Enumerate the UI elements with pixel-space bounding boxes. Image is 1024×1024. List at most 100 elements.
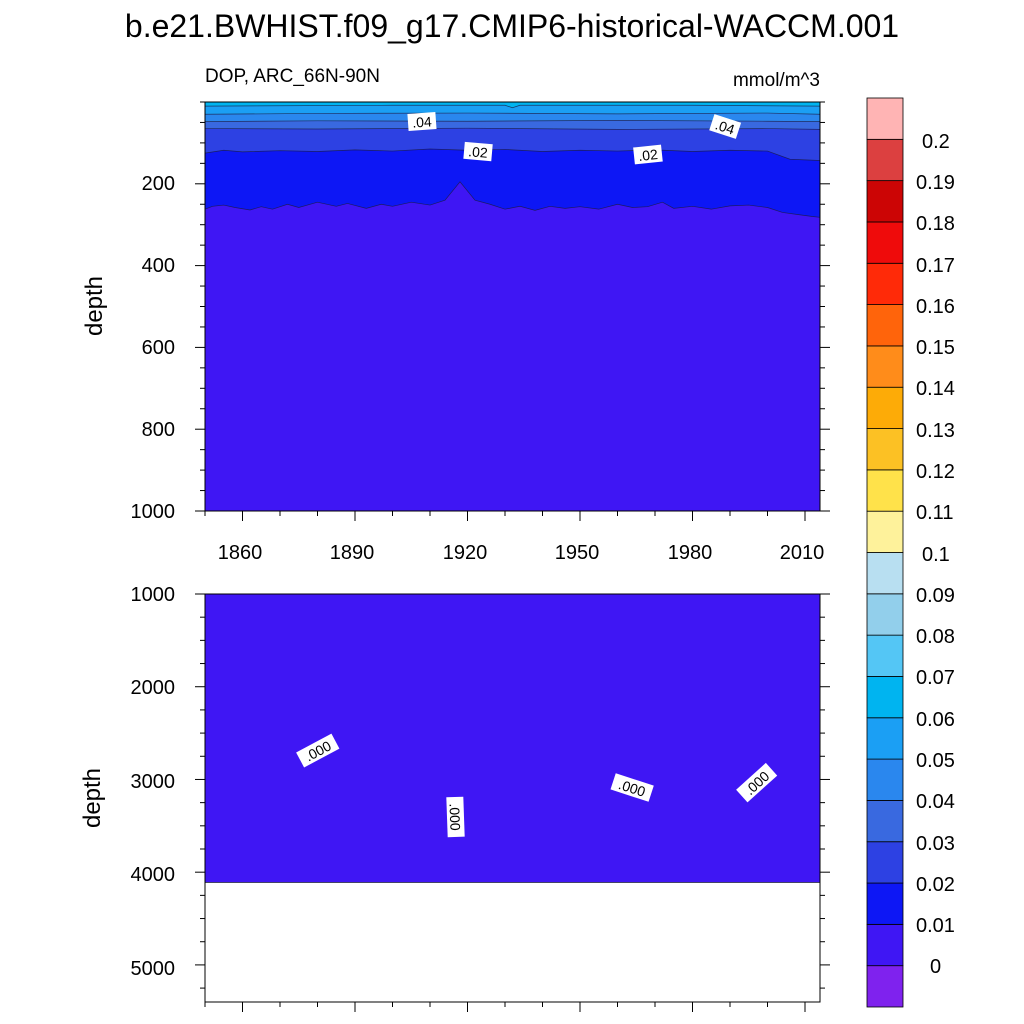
colorbar-label: 0.14 [916, 378, 955, 400]
x-tick-label: 2010 [780, 542, 825, 564]
colorbar-label: 0.06 [916, 709, 955, 731]
y-tick-label: 800 [142, 419, 175, 441]
colorbar-box [866, 386, 904, 429]
x-tick-label: 1890 [330, 542, 375, 564]
contour-label-box [610, 773, 654, 802]
x-tick-labels: 1860 1890 1920 1950 1980 2010 [218, 542, 825, 564]
y-tick-label: 400 [142, 255, 175, 277]
colorbar-box [866, 510, 904, 553]
y-tick-label: 600 [142, 337, 175, 359]
contour-label-box [407, 112, 437, 131]
y-tick-label: 4000 [131, 864, 176, 886]
colorbar-box [866, 345, 904, 388]
bottom-y-tick-labels: 1000 2000 3000 4000 5000 [131, 584, 176, 980]
colorbar-label: 0.12 [916, 461, 955, 483]
colorbar-box [866, 965, 904, 1008]
colorbar-box [866, 180, 904, 223]
colorbar-label: 0.19 [916, 172, 955, 194]
colorbar-label: 0.09 [916, 585, 955, 607]
colorbar-box [866, 800, 904, 843]
bottom-plot-frame [204, 593, 821, 1003]
colorbar-label: 0.07 [916, 667, 955, 689]
colorbar-label: 0.08 [916, 626, 955, 648]
colorbar-label: 0.16 [916, 296, 955, 318]
colorbar-label: 0.18 [916, 213, 955, 235]
colorbar-box [866, 552, 904, 595]
variable-label: DOP, ARC_66N-90N [205, 66, 380, 87]
bottom-contour-fill [205, 594, 820, 883]
y-tick-label: 2000 [131, 677, 176, 699]
colorbar-label: 0.04 [916, 791, 955, 813]
y-tick-label: 5000 [131, 958, 176, 980]
y-tick-label: 1000 [131, 501, 176, 523]
colorbar-labels: 0 0.01 0.02 0.03 0.04 0.05 0.06 0.07 0.0… [916, 131, 955, 978]
colorbar-box [866, 758, 904, 801]
contour-label-box [296, 733, 340, 768]
colorbar-box [866, 262, 904, 305]
colorbar-box [866, 923, 904, 967]
colorbar [866, 97, 904, 1008]
x-tick-label: 1950 [555, 542, 600, 564]
colorbar-box [866, 593, 904, 636]
top-x-axis [204, 511, 806, 521]
colorbar-label: 0.01 [916, 915, 955, 937]
colorbar-label: 0.03 [916, 833, 955, 855]
colorbar-label: 0.11 [916, 502, 953, 524]
x-tick-label: 1920 [443, 542, 488, 564]
x-tick-label: 1860 [218, 542, 263, 564]
bottom-panel: .000 .000 .000 .000 depth 1000 2000 3000… [79, 584, 830, 1012]
bottom-x-axis [204, 1002, 806, 1012]
colorbar-box [866, 841, 904, 884]
colorbar-box [866, 428, 904, 471]
contour-band [205, 102, 820, 108]
y-tick-label: 200 [142, 173, 175, 195]
colorbar-label: 0 [930, 956, 941, 978]
colorbar-label: 0.15 [916, 337, 955, 359]
contour-label-box [736, 762, 778, 803]
contour-label-box [633, 144, 663, 165]
colorbar-label: 0.1 [922, 544, 950, 566]
contour-label: .04 [412, 113, 433, 130]
contour-label: .02 [637, 146, 658, 164]
colorbar-box [866, 634, 904, 677]
top-contour-labels: .04 .04 .02 .02 [407, 112, 742, 165]
top-contour-fill [205, 102, 820, 511]
colorbar-box [866, 717, 904, 760]
contour-line [204, 104, 821, 109]
top-y-tick-labels: 200 400 600 800 1000 [131, 173, 176, 523]
colorbar-box [866, 882, 904, 925]
top-y-axis [195, 101, 830, 512]
colorbar-label: 0.13 [916, 420, 955, 442]
contour-label-box [463, 141, 493, 162]
top-panel: DOP, ARC_66N-90N mmol/m^3 .04 .04 .02 .0… [81, 66, 830, 564]
colorbar-label: 0.05 [916, 750, 955, 772]
colorbar-label: 0.17 [916, 255, 955, 277]
colorbar-box [866, 221, 904, 264]
contour-line [204, 127, 821, 130]
x-tick-label: 1980 [668, 542, 713, 564]
contour-label-box [446, 796, 465, 838]
units-label: mmol/m^3 [733, 70, 820, 91]
contour-line [204, 148, 821, 161]
bottom-y-axis [195, 593, 830, 989]
contour-label-box [709, 114, 742, 139]
top-y-axis-label: depth [81, 276, 108, 336]
y-tick-label: 1000 [131, 584, 176, 606]
bottom-y-axis-label: depth [79, 768, 106, 828]
contour-line [204, 112, 821, 115]
colorbar-box [866, 676, 904, 719]
colorbar-label: 0.2 [922, 131, 950, 153]
y-tick-label: 3000 [131, 771, 176, 793]
colorbar-label: 0.02 [916, 874, 955, 896]
colorbar-box [866, 469, 904, 512]
colorbar-box [866, 138, 904, 182]
contour-label: .000 [447, 803, 464, 831]
contour-band [205, 594, 820, 883]
contour-line [204, 120, 821, 122]
contour-label: .04 [713, 116, 737, 137]
contour-line [204, 181, 821, 218]
colorbar-box [866, 304, 904, 347]
colorbar-box [866, 97, 904, 140]
figure-title: b.e21.BWHIST.f09_g17.CMIP6-historical-WA… [125, 8, 899, 44]
